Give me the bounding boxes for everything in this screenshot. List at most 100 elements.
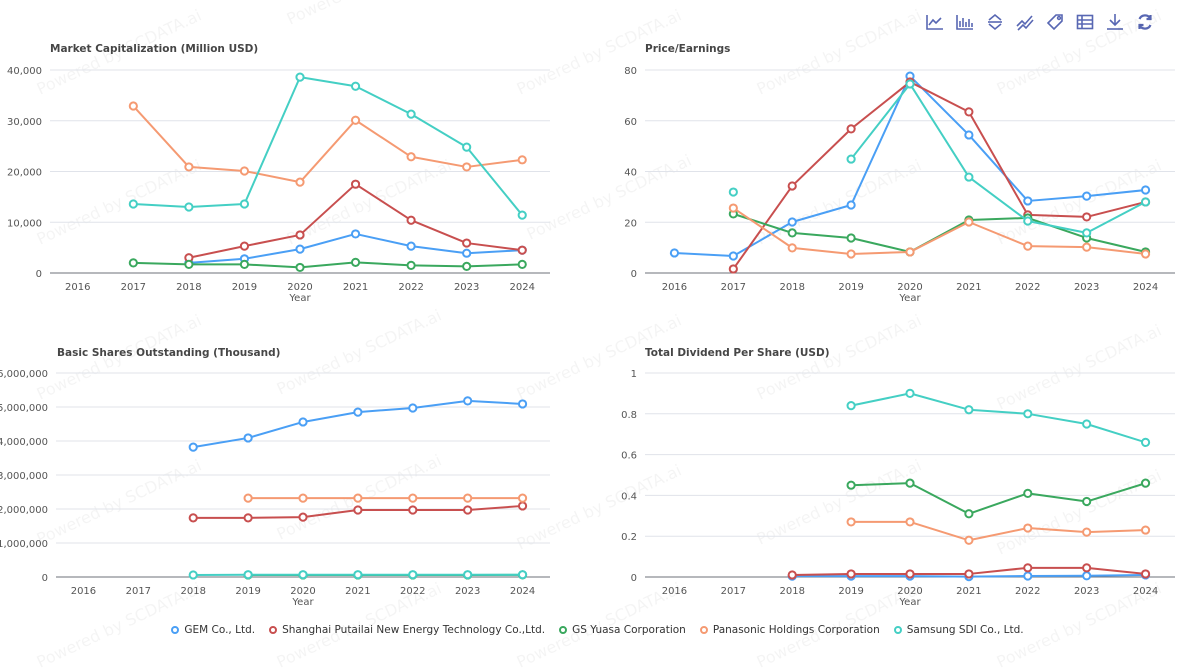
data-point bbox=[188, 442, 198, 452]
legend-item-shanghai-putailai-new-energy-technology-co-ltd[interactable]: Shanghai Putailai New Energy Technology … bbox=[269, 624, 545, 636]
data-point bbox=[239, 166, 250, 176]
data-point bbox=[964, 509, 974, 519]
series-gs-yuasa-corporation bbox=[128, 257, 527, 273]
data-point bbox=[462, 142, 472, 152]
legend-label: GEM Co., Ltd. bbox=[184, 624, 256, 636]
data-point bbox=[787, 217, 797, 227]
x-tick-label: 2016 bbox=[662, 282, 687, 293]
data-point bbox=[669, 248, 680, 258]
x-tick-label: 2020 bbox=[897, 586, 922, 597]
y-tick-label: 40,000 bbox=[7, 66, 42, 77]
data-point bbox=[517, 210, 527, 220]
data-point bbox=[905, 79, 915, 89]
data-point bbox=[350, 81, 361, 91]
data-point bbox=[1082, 228, 1092, 238]
series-line bbox=[732, 207, 1146, 255]
legend-item-samsung-sdi-co-ltd[interactable]: Samsung SDI Co., Ltd. bbox=[893, 624, 1024, 636]
legend-marker-icon bbox=[699, 626, 708, 634]
watermark-text: Powered by SCDATA.ai bbox=[34, 156, 205, 249]
legend-label: Shanghai Putailai New Energy Technology … bbox=[282, 624, 546, 636]
data-point bbox=[184, 259, 194, 269]
data-point bbox=[295, 177, 305, 187]
x-tick-label: 2021 bbox=[345, 586, 370, 597]
series-gs-yuasa-corporation bbox=[846, 478, 1151, 519]
y-tick-label: 2,000,000 bbox=[0, 505, 48, 516]
data-point bbox=[353, 570, 363, 580]
data-point bbox=[243, 513, 253, 523]
series-panasonic-holdings-corporation bbox=[846, 517, 1151, 545]
legend-item-gs-yuasa-corporation[interactable]: GS Yuasa Corporation bbox=[559, 624, 686, 636]
data-point bbox=[1023, 196, 1033, 206]
data-point bbox=[462, 261, 472, 272]
data-point bbox=[787, 243, 797, 253]
data-point bbox=[517, 155, 527, 165]
series-line bbox=[133, 76, 523, 216]
tag-icon[interactable] bbox=[1045, 12, 1065, 32]
tiled-icon[interactable] bbox=[1015, 12, 1035, 32]
data-point bbox=[463, 493, 473, 503]
y-tick-label: 3,000,000 bbox=[0, 471, 48, 482]
x-tick-label: 2024 bbox=[1133, 282, 1158, 293]
y-tick-label: 20 bbox=[624, 218, 637, 229]
data-point bbox=[406, 152, 416, 162]
data-point bbox=[128, 258, 138, 268]
data-point bbox=[787, 570, 797, 580]
series-samsung-sdi-co-ltd bbox=[188, 570, 528, 580]
stack-icon[interactable] bbox=[985, 12, 1005, 32]
x-tick-label: 2020 bbox=[290, 586, 315, 597]
x-tick-label: 2024 bbox=[1133, 586, 1158, 597]
data-point bbox=[353, 407, 363, 417]
data-point bbox=[1082, 191, 1092, 201]
data-point bbox=[1023, 488, 1033, 498]
x-tick-label: 2023 bbox=[1074, 282, 1099, 293]
data-point bbox=[517, 570, 528, 580]
bar-chart-icon[interactable] bbox=[955, 12, 975, 32]
chart-basic-shares-outstanding-thousand: Basic Shares Outstanding (Thousand) 0 1,00… bbox=[0, 347, 550, 608]
data-point bbox=[846, 233, 856, 243]
series-line bbox=[133, 261, 523, 269]
x-tick-label: 2016 bbox=[71, 586, 96, 597]
x-tick-label: 2018 bbox=[176, 282, 201, 293]
download-icon[interactable] bbox=[1105, 12, 1125, 32]
data-point bbox=[728, 203, 738, 213]
data-point bbox=[243, 433, 253, 443]
data-point bbox=[350, 257, 361, 267]
data-point bbox=[846, 517, 856, 527]
line-chart-icon[interactable] bbox=[925, 12, 945, 32]
data-point bbox=[353, 505, 363, 515]
data-point bbox=[1140, 197, 1151, 207]
refresh-icon[interactable] bbox=[1135, 12, 1155, 32]
data-point bbox=[1023, 523, 1033, 533]
y-tick-label: 0.6 bbox=[621, 451, 637, 462]
x-tick-label: 2019 bbox=[235, 586, 260, 597]
series-shanghai-putailai-new-energy-technology-co-ltd bbox=[184, 179, 527, 263]
series-samsung-sdi-co-ltd bbox=[128, 72, 527, 220]
x-tick-label: 2020 bbox=[897, 282, 922, 293]
legend: GEM Co., Ltd. Shanghai Putailai New Energ… bbox=[0, 624, 1195, 636]
data-point bbox=[239, 259, 250, 269]
data-point bbox=[298, 417, 308, 427]
x-tick-label: 2017 bbox=[121, 282, 146, 293]
legend-marker-icon bbox=[893, 626, 902, 634]
data-point bbox=[517, 245, 527, 255]
x-tick-label: 2017 bbox=[721, 586, 746, 597]
watermark-text: Powered by SCDATA.ai bbox=[274, 306, 445, 399]
series-panasonic-holdings-corporation bbox=[728, 203, 1151, 259]
series-line bbox=[850, 82, 1147, 234]
data-point bbox=[846, 569, 856, 579]
data-point bbox=[964, 405, 974, 415]
y-tick-label: 0 bbox=[631, 269, 637, 280]
data-point bbox=[408, 493, 418, 503]
watermark-text: Powered by SCDATA.ai bbox=[994, 466, 1165, 559]
data-point bbox=[1082, 419, 1092, 429]
y-tick-label: 10,000 bbox=[7, 218, 42, 229]
data-point bbox=[295, 72, 305, 82]
data-point bbox=[1023, 571, 1033, 581]
legend-item-panasonic-holdings-corporation[interactable]: Panasonic Holdings Corporation bbox=[699, 624, 880, 636]
data-view-icon[interactable] bbox=[1075, 12, 1095, 32]
chart-toolbox bbox=[925, 12, 1155, 32]
legend-item-gem-co-ltd[interactable]: GEM Co., Ltd. bbox=[171, 624, 255, 636]
data-point bbox=[406, 241, 416, 251]
y-tick-label: 6,000,000 bbox=[0, 369, 48, 380]
data-point bbox=[517, 259, 527, 269]
